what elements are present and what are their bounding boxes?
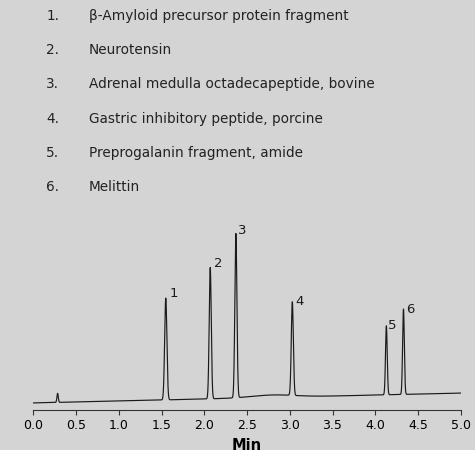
Text: 6.: 6. xyxy=(46,180,59,194)
Text: 3.: 3. xyxy=(46,77,59,91)
Text: 2.: 2. xyxy=(46,43,59,57)
Text: 2: 2 xyxy=(214,257,222,270)
Text: Adrenal medulla octadecapeptide, bovine: Adrenal medulla octadecapeptide, bovine xyxy=(89,77,375,91)
Text: 4.: 4. xyxy=(46,112,59,126)
X-axis label: Min: Min xyxy=(232,438,262,450)
Text: 5: 5 xyxy=(388,320,397,333)
Text: Melittin: Melittin xyxy=(89,180,140,194)
Text: 1: 1 xyxy=(170,287,179,300)
Text: 4: 4 xyxy=(296,295,304,308)
Text: Preprogalanin fragment, amide: Preprogalanin fragment, amide xyxy=(89,146,303,160)
Text: Neurotensin: Neurotensin xyxy=(89,43,172,57)
Text: 6: 6 xyxy=(406,303,414,316)
Text: β-Amyloid precursor protein fragment: β-Amyloid precursor protein fragment xyxy=(89,9,349,23)
Text: 5.: 5. xyxy=(46,146,59,160)
Text: Gastric inhibitory peptide, porcine: Gastric inhibitory peptide, porcine xyxy=(89,112,323,126)
Text: 3: 3 xyxy=(238,224,247,237)
Text: 1.: 1. xyxy=(46,9,59,23)
